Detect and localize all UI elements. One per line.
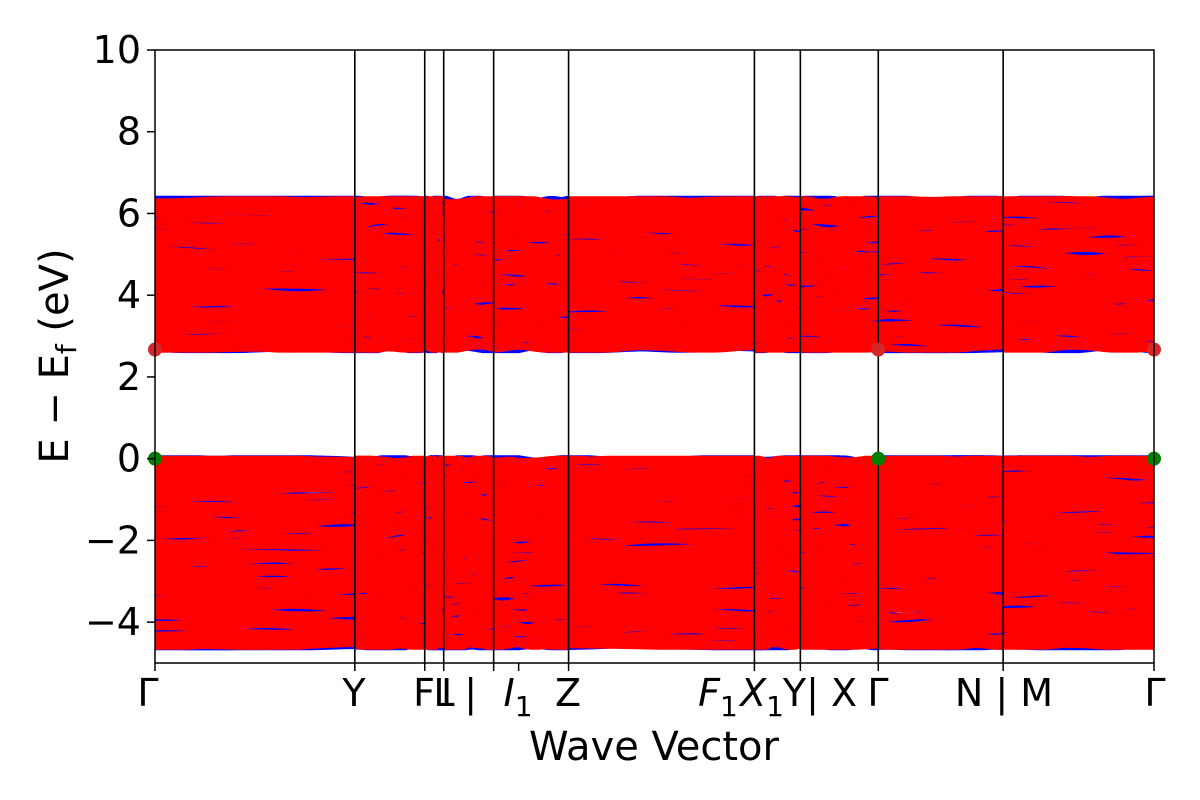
vbm-marker bbox=[871, 451, 886, 466]
x-tick-label: Γ bbox=[867, 671, 888, 715]
y-axis-ticks: −4 −2 0 2 4 6 8 10 bbox=[85, 28, 155, 644]
band-line bbox=[155, 456, 1154, 464]
y-tick-label: −4 bbox=[85, 600, 141, 644]
y-axis-label: E − Ef (eV) bbox=[32, 248, 83, 463]
band-line bbox=[155, 337, 1154, 350]
x-tick-label: X1 bbox=[738, 671, 784, 723]
x-axis-label: Wave Vector bbox=[529, 724, 780, 770]
x-tick-label: F1 bbox=[698, 671, 738, 723]
y-tick-label: 0 bbox=[117, 437, 141, 481]
x-tick-label: N | M bbox=[955, 671, 1053, 716]
cbm-marker bbox=[871, 342, 886, 357]
y-tick-label: 4 bbox=[117, 273, 141, 317]
y-tick-label: 8 bbox=[117, 110, 141, 154]
x-tick-label: Z bbox=[555, 671, 581, 715]
plot-frame bbox=[154, 49, 1155, 664]
band-lines bbox=[155, 195, 1154, 651]
y-tick-label: 2 bbox=[117, 355, 141, 399]
y-tick-label: −2 bbox=[85, 518, 141, 562]
band-line bbox=[155, 196, 1154, 206]
x-tick-label: F bbox=[413, 671, 435, 715]
x-tick-label: Y bbox=[341, 671, 366, 715]
x-tick-label: I | bbox=[441, 671, 477, 716]
y-tick-label: 6 bbox=[117, 191, 141, 235]
kpoint-lines bbox=[353, 50, 1004, 663]
x-tick-label: L bbox=[433, 671, 454, 715]
extrema-markers bbox=[148, 342, 1161, 466]
x-tick-label: I1 bbox=[503, 671, 532, 723]
x-tick-label: Y| X bbox=[782, 671, 857, 716]
y-tick-label: 10 bbox=[93, 28, 141, 72]
x-tick-label: Γ bbox=[1144, 671, 1165, 715]
x-tick-label: Γ bbox=[137, 671, 158, 715]
